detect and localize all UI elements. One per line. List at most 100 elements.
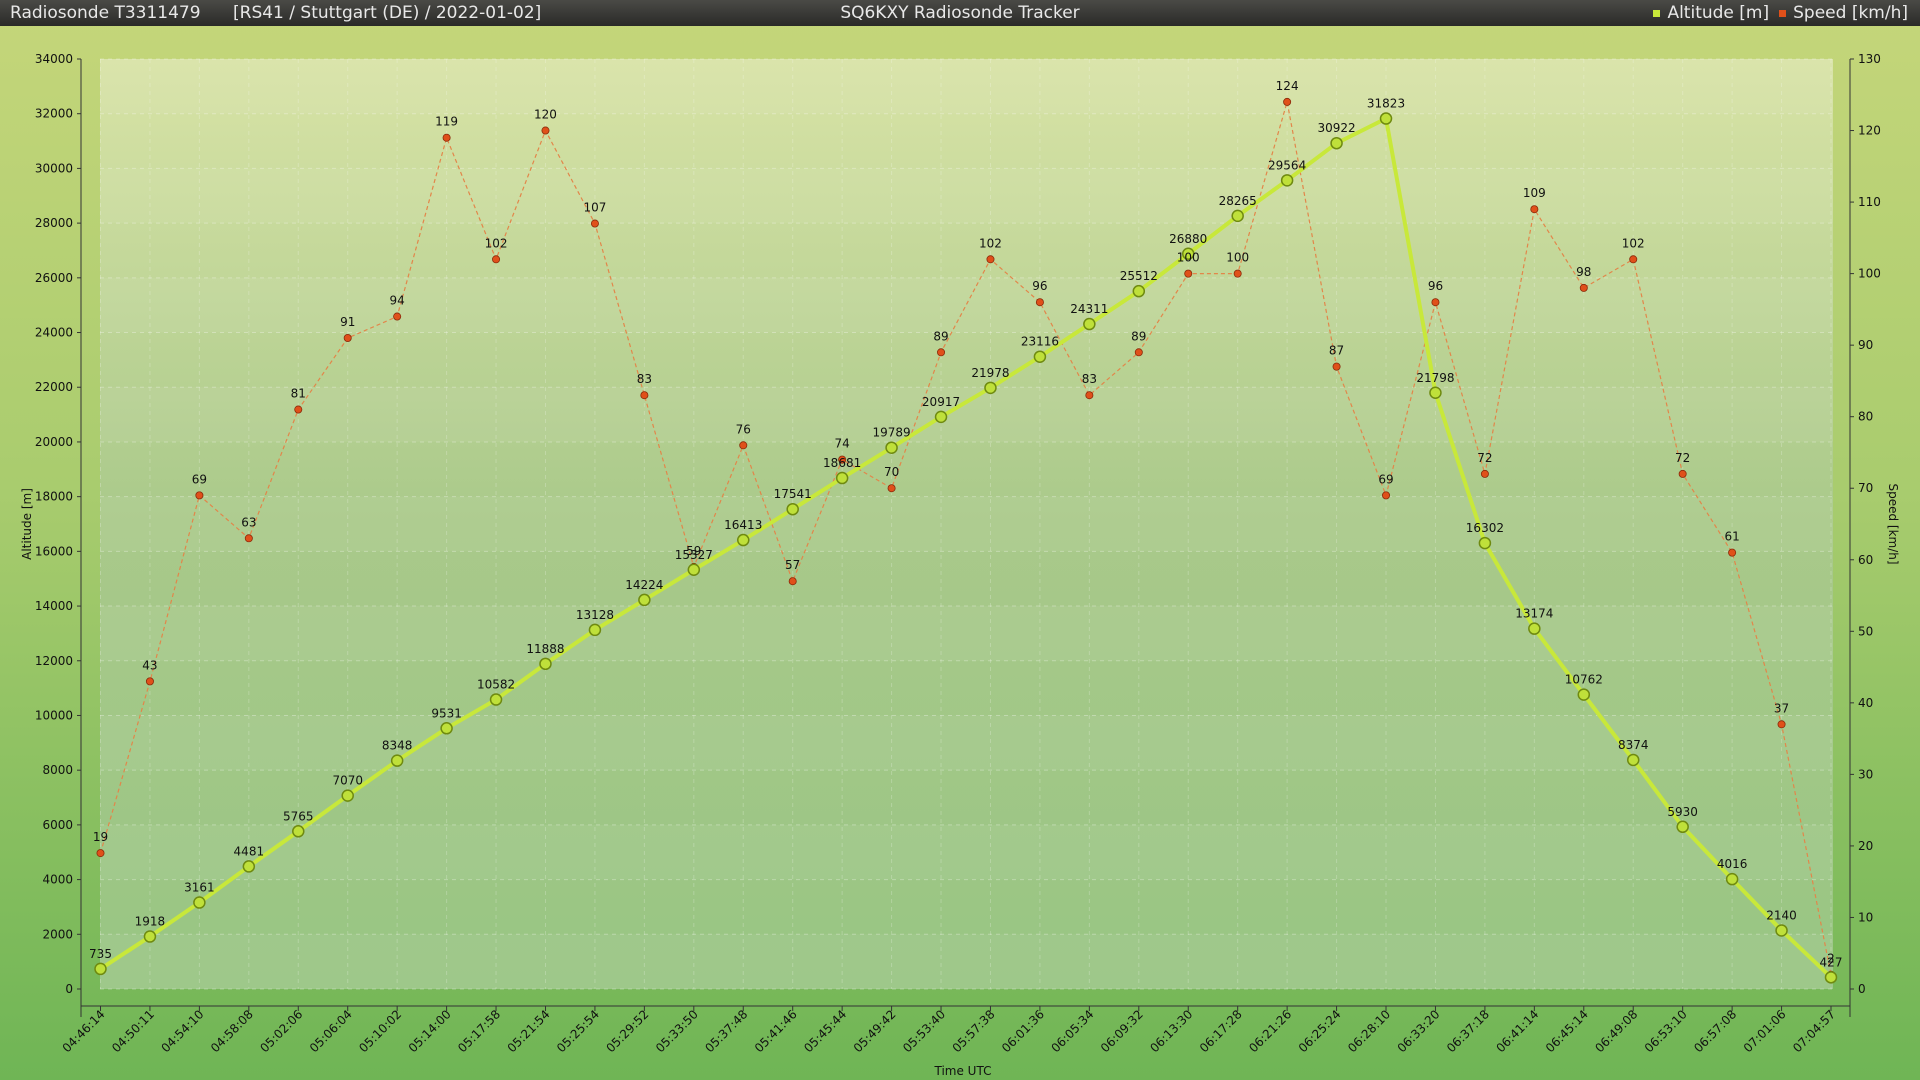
altitude-point	[737, 533, 750, 547]
plot-bands	[100, 59, 1833, 989]
speed-point	[1382, 491, 1391, 500]
legend: Altitude [m] Speed [km/h]	[1653, 0, 1908, 26]
y-left-tick-label: 30000	[35, 161, 73, 175]
altitude-data-label: 4481	[234, 844, 265, 858]
plot-band	[100, 715, 1833, 771]
x-tick-label: 05:57:38	[950, 1007, 998, 1055]
altitude-point	[1330, 136, 1343, 150]
y-left-tick-label: 10000	[35, 708, 73, 722]
x-tick-label: 05:29:52	[603, 1007, 651, 1055]
x-tick-label: 05:06:04	[307, 1007, 355, 1055]
y-right-tick-label: 60	[1858, 553, 1873, 567]
speed-point	[986, 255, 995, 264]
y-right-tick-label: 70	[1858, 481, 1873, 495]
x-tick-label: 06:33:20	[1395, 1007, 1443, 1055]
altitude-data-label: 5930	[1667, 805, 1698, 819]
plot-band	[100, 934, 1833, 989]
altitude-point	[1033, 350, 1047, 363]
x-tick-label: 04:50:11	[109, 1007, 157, 1055]
altitude-data-label: 4016	[1717, 857, 1748, 871]
speed-data-label: 107	[583, 201, 606, 215]
x-tick-label: 06:57:08	[1691, 1007, 1739, 1055]
x-tick-label: 06:45:14	[1543, 1007, 1591, 1055]
speed-point	[1777, 720, 1786, 729]
altitude-point	[835, 471, 849, 485]
altitude-data-label: 11888	[526, 642, 564, 656]
altitude-data-label: 1918	[135, 915, 166, 929]
y-left-tick-label: 20000	[35, 435, 73, 449]
speed-data-label: 76	[736, 422, 751, 436]
altitude-data-label: 26880	[1169, 232, 1207, 246]
y-left-tick-label: 24000	[35, 326, 73, 340]
altitude-data-label: 8348	[382, 739, 413, 753]
altitude-point	[1626, 753, 1640, 767]
speed-data-label: 69	[1378, 472, 1393, 486]
altitude-data-label: 19789	[872, 426, 910, 440]
x-tick-label: 06:05:34	[1048, 1007, 1096, 1055]
speed-data-label: 37	[1774, 701, 1789, 715]
speed-point	[1283, 97, 1292, 106]
sonde-info: [RS41 / Stuttgart (DE) / 2022-01-02]	[233, 3, 542, 23]
altitude-point	[292, 825, 305, 838]
sonde-header: Radiosonde T3311479 [RS41 / Stuttgart (D…	[10, 0, 541, 26]
altitude-point	[193, 896, 206, 909]
x-tick-label: 05:41:46	[752, 1007, 800, 1055]
speed-point	[393, 312, 402, 321]
speed-point	[788, 577, 797, 586]
speed-data-label: 120	[534, 108, 557, 122]
speed-data-label: 69	[192, 472, 207, 486]
altitude-data-label: 21798	[1416, 371, 1454, 385]
altitude-data-label: 29564	[1268, 158, 1306, 172]
y-left-tick-label: 0	[65, 982, 73, 996]
legend-speed-swatch	[1779, 9, 1787, 17]
speed-data-label: 102	[1622, 236, 1645, 250]
altitude-data-label: 13128	[576, 608, 614, 622]
y-left-tick-label: 34000	[35, 52, 73, 66]
altitude-point	[1478, 536, 1492, 550]
x-tick-label: 05:25:54	[554, 1007, 602, 1055]
speed-data-label: 61	[1724, 530, 1739, 544]
speed-point	[937, 348, 946, 357]
altitude-point	[1775, 924, 1788, 937]
speed-data-label: 74	[835, 437, 850, 451]
speed-data-label: 100	[1177, 251, 1200, 265]
speed-data-label: 124	[1276, 79, 1299, 93]
speed-point	[590, 219, 599, 228]
x-tick-label: 05:02:06	[257, 1007, 305, 1055]
tracker-title: SQ6KXY Radiosonde Tracker	[840, 3, 1080, 23]
altitude-data-label: 17541	[774, 487, 812, 501]
x-tick-label: 06:09:32	[1098, 1007, 1146, 1055]
altitude-speed-chart: 0 2000 4000 6000 8000 10000 12000 14000 16000 180…	[20, 52, 1900, 1078]
y-right-tick-label: 20	[1858, 839, 1873, 853]
altitude-data-label: 735	[89, 947, 112, 961]
altitude-data-label: 2140	[1766, 908, 1797, 922]
altitude-data-label: 5765	[283, 809, 314, 823]
data-labels: 19 43 69 63 81 91 94 119 102 120 107 83 59 76 57 74 70 89…	[89, 79, 1842, 969]
speed-point	[1480, 469, 1489, 478]
altitude-point	[1577, 688, 1591, 701]
speed-point	[244, 534, 253, 543]
x-tick-label: 05:10:02	[356, 1007, 404, 1055]
y-left-tick-label: 2000	[42, 927, 73, 941]
speed-series	[96, 97, 1836, 979]
y-left-tick-label: 14000	[35, 599, 73, 613]
speed-point	[887, 484, 896, 493]
speed-point	[1678, 469, 1687, 478]
x-tick-label: 05:33:50	[653, 1007, 701, 1055]
speed-data-label: 100	[1226, 251, 1249, 265]
speed-data-label: 57	[785, 558, 800, 572]
speed-point	[1233, 269, 1242, 278]
speed-data-label: 89	[1131, 329, 1146, 343]
altitude-data-label: 427	[1820, 955, 1843, 969]
plot-band	[100, 168, 1833, 224]
altitude-point	[1181, 247, 1195, 261]
altitude-data-label: 18681	[823, 456, 861, 470]
speed-data-label: 96	[1428, 279, 1443, 293]
speed-point	[1085, 391, 1094, 400]
speed-data-label: 70	[884, 465, 899, 479]
x-tick-label: 06:28:10	[1345, 1007, 1393, 1055]
speed-point	[1728, 548, 1737, 557]
x-tick-label: 04:58:08	[208, 1007, 256, 1055]
altitude-point	[1725, 872, 1739, 886]
plot-band	[100, 277, 1833, 333]
